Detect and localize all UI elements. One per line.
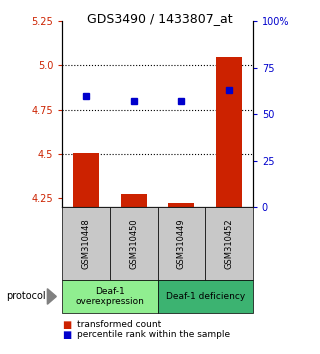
Text: GSM310448: GSM310448 [82, 218, 91, 269]
Text: GSM310450: GSM310450 [129, 218, 138, 269]
Text: GDS3490 / 1433807_at: GDS3490 / 1433807_at [87, 12, 233, 25]
Bar [168, 202, 195, 207]
Text: GSM310452: GSM310452 [225, 218, 234, 269]
Text: Deaf-1
overexpression: Deaf-1 overexpression [76, 287, 144, 306]
Bar [73, 153, 99, 207]
Bar [121, 194, 147, 207]
Text: Deaf-1 deficiency: Deaf-1 deficiency [165, 292, 245, 301]
Text: ■: ■ [62, 330, 72, 339]
Bar [216, 57, 242, 207]
Text: ■: ■ [62, 320, 72, 330]
Text: percentile rank within the sample: percentile rank within the sample [77, 330, 230, 339]
Text: GSM310449: GSM310449 [177, 218, 186, 269]
Text: transformed count: transformed count [77, 320, 161, 329]
Text: protocol: protocol [6, 291, 46, 302]
